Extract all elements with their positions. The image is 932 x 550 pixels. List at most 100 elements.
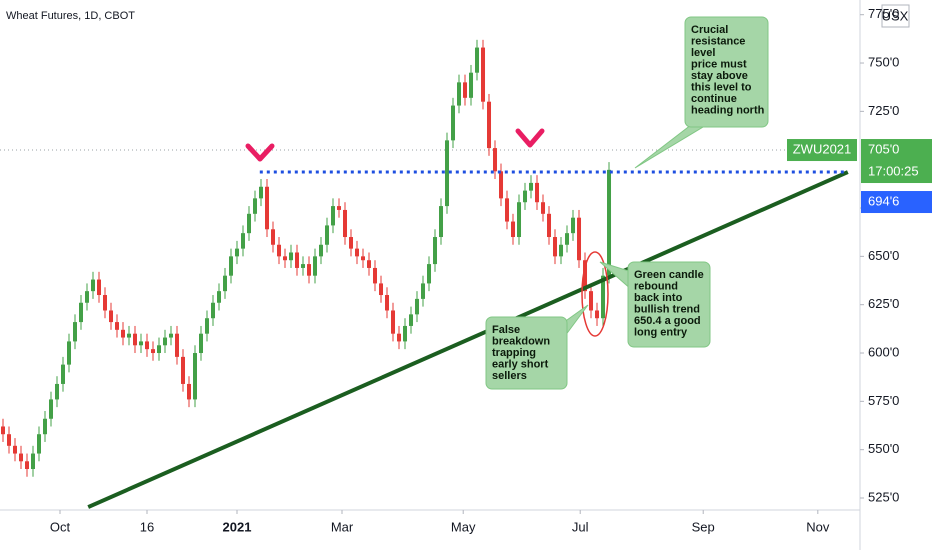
annotation-text: trapping (492, 347, 536, 359)
candle-body (595, 310, 600, 319)
annotation-text: rebound (634, 281, 678, 293)
x-tick-label: Sep (692, 519, 715, 534)
candle-body (469, 72, 474, 98)
candle-body (271, 229, 276, 245)
annotation-text: level (691, 47, 715, 59)
candle-body (205, 318, 210, 334)
candle-body (175, 333, 180, 357)
callout-box (485, 316, 568, 390)
candle-body (325, 225, 330, 245)
callout-box (627, 261, 711, 348)
currency-box (881, 4, 910, 28)
candle-body (517, 202, 522, 238)
y-tick-label: 600'0 (868, 344, 899, 359)
chart-title: Wheat Futures, 1D, CBOT (6, 10, 135, 22)
y-tick-label: 725'0 (868, 103, 899, 118)
annotation-text: False (492, 324, 520, 336)
annotation-text: stay above (691, 70, 748, 82)
candle-body (433, 237, 438, 265)
candle-body (73, 322, 78, 342)
candle-body (577, 217, 582, 261)
x-tick-label: May (451, 519, 476, 534)
candle-body (79, 302, 84, 323)
candle-body (139, 341, 144, 346)
x-tick-label: 16 (140, 519, 154, 534)
candle-body (103, 295, 108, 311)
last-price: 694'6 (868, 193, 899, 208)
x-tick-label: Nov (806, 519, 830, 534)
candle-body (547, 213, 552, 238)
annotation-text: resistance (691, 36, 745, 48)
y-tick-label: 575'0 (868, 393, 899, 408)
annotation-text: this level to (691, 82, 752, 94)
candle-body (25, 461, 30, 470)
candle-body (463, 82, 468, 98)
candle-body (13, 445, 18, 454)
annotation-text: back into (634, 292, 683, 304)
x-tick-label: 2021 (223, 519, 252, 534)
candle-body (283, 256, 288, 261)
candle-body (439, 206, 444, 238)
candle-body (145, 341, 150, 350)
currency: USX (882, 8, 909, 23)
candle-body (181, 356, 186, 384)
symbol-price-box (861, 139, 932, 184)
candle-body (223, 275, 228, 292)
candle-body (187, 383, 192, 400)
candle-body (151, 349, 156, 354)
candle-body (583, 260, 588, 292)
candle-body (457, 82, 462, 106)
candle-body (523, 190, 528, 203)
candle-body (475, 47, 480, 73)
candle-body (601, 275, 606, 319)
candle-body (211, 302, 216, 319)
annotation-text: Green candle (634, 269, 704, 281)
annotation-text: bullish trend (634, 304, 700, 316)
candle-body (85, 291, 90, 303)
annotation-text: breakdown (492, 336, 550, 348)
last-price-box (861, 191, 932, 214)
candle-body (109, 310, 114, 323)
y-tick-label: 550'0 (868, 441, 899, 456)
candle-body (67, 341, 72, 365)
candle-body (361, 256, 366, 261)
candle-body (229, 256, 234, 276)
candle-body (121, 329, 126, 338)
candle-body (409, 314, 414, 326)
candle-body (319, 244, 324, 257)
candle-body (19, 453, 24, 462)
candle-body (199, 333, 204, 354)
candle-body (253, 198, 258, 214)
candle-body (247, 213, 252, 234)
candle-body (559, 244, 564, 257)
candle-body (505, 198, 510, 222)
candle-body (493, 148, 498, 172)
countdown: 17:00:25 (868, 163, 919, 178)
candle-body (373, 267, 378, 284)
candle-body (43, 418, 48, 435)
annotation-text: 650.4 a good (634, 315, 701, 327)
candle-body (241, 233, 246, 249)
annotation-text: price must (691, 59, 747, 71)
candle-body (127, 333, 132, 338)
candle-body (451, 105, 456, 141)
candle-body (337, 206, 342, 210)
y-tick-label: 750'0 (868, 54, 899, 69)
candle-body (427, 264, 432, 284)
x-tick-label: Jul (572, 519, 589, 534)
candle-body (163, 337, 168, 346)
symbol-price: 705'0 (868, 141, 899, 156)
candle-body (367, 260, 372, 268)
candle-body (277, 244, 282, 257)
candle-body (589, 291, 594, 311)
candle-body (91, 279, 96, 292)
candle-body (499, 171, 504, 199)
candle-body (307, 264, 312, 276)
candle-body (349, 237, 354, 249)
candle-body (415, 298, 420, 315)
candle-body (397, 333, 402, 342)
candle-body (331, 206, 336, 226)
candle-body (421, 283, 426, 299)
annotation-text: heading north (691, 105, 765, 117)
